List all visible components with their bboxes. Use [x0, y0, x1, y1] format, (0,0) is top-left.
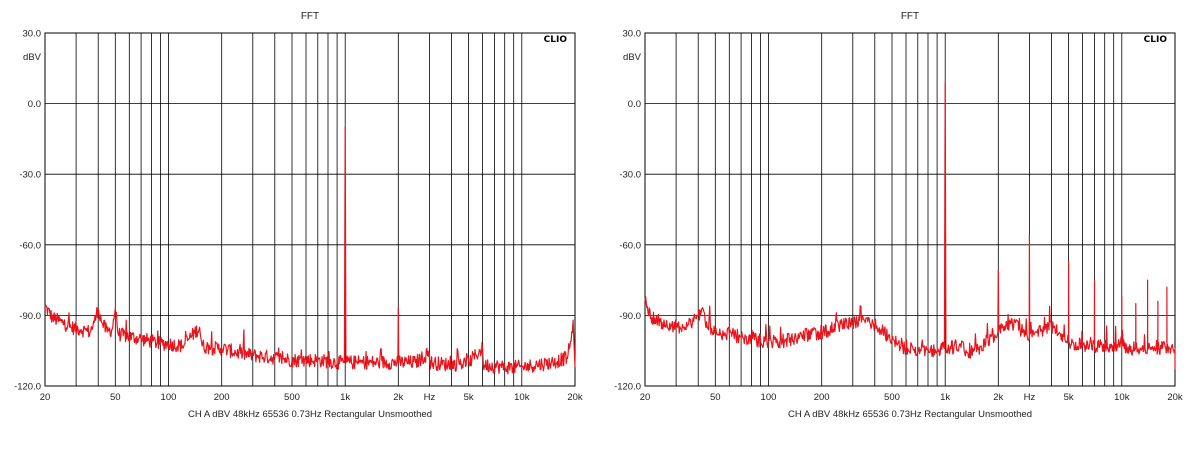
x-tick-label: 50	[710, 392, 721, 403]
fft-series-line	[44, 126, 576, 375]
brand-label: CLIO	[544, 35, 568, 45]
x-tick-label: 5k	[464, 392, 474, 403]
x-tick-label: 200	[214, 392, 230, 403]
fft-chart-right: FFT CLIO 30.0 0.0 -30.0 -60.0 -90.0 -120.0 dBV 20…	[600, 0, 1200, 450]
y-tick-label: 0.0	[28, 99, 41, 110]
y-tick-label: -120.0	[14, 382, 41, 393]
y-tick-label: -120.0	[614, 382, 641, 393]
x-tick-label: 500	[284, 392, 300, 403]
fft-chart-svg: FFT CLIO 30.0 0.0 -30.0 -60.0 -90.0 -120.0 dBV 20…	[14, 11, 583, 420]
y-tick-label: 0.0	[628, 99, 641, 110]
x-tick-label: 20k	[1167, 392, 1183, 403]
y-axis-label: dBV	[23, 52, 42, 63]
fft-series-line	[644, 81, 1176, 370]
x-tick-label: 20	[40, 392, 51, 403]
x-tick-label: 20	[640, 392, 651, 403]
measurement-footer: CH A dBV 48kHz 65536 0.73Hz Rectangular …	[788, 409, 1032, 420]
x-tick-label: 10k	[1114, 392, 1130, 403]
fft-chart-svg: FFT CLIO 30.0 0.0 -30.0 -60.0 -90.0 -120.0 dBV 20…	[614, 11, 1183, 420]
y-axis-label: dBV	[623, 52, 642, 63]
measurement-footer: CH A dBV 48kHz 65536 0.73Hz Rectangular …	[188, 409, 432, 420]
x-tick-label: 2k	[993, 392, 1003, 403]
x-tick-label: 100	[161, 392, 177, 403]
x-tick-label: 200	[814, 392, 830, 403]
x-tick-label: 10k	[514, 392, 530, 403]
plot-frame	[644, 32, 1176, 387]
x-tick-label: 5k	[1064, 392, 1074, 403]
chart-title: FFT	[301, 11, 319, 22]
plot-frame	[44, 32, 576, 387]
fft-chart-left: FFT CLIO 30.0 0.0 -30.0 -60.0 -90.0 -120.0 dBV 20…	[14, 11, 583, 420]
x-tick-label: Hz	[424, 392, 436, 403]
x-tick-label: 2k	[393, 392, 403, 403]
y-tick-label: -90.0	[619, 311, 641, 322]
x-tick-label: 100	[761, 392, 777, 403]
y-tick-label: 30.0	[623, 29, 642, 40]
y-tick-label: -90.0	[19, 311, 41, 322]
x-tick-label: 50	[110, 392, 121, 403]
x-tick-label: 1k	[340, 392, 350, 403]
x-tick-label: 1k	[940, 392, 950, 403]
y-tick-label: 30.0	[23, 29, 42, 40]
x-tick-label: 500	[884, 392, 900, 403]
x-tick-label: Hz	[1024, 392, 1036, 403]
y-tick-label: -60.0	[19, 240, 41, 251]
chart-title: FFT	[901, 11, 919, 22]
y-tick-label: -30.0	[19, 170, 41, 181]
brand-label: CLIO	[1144, 35, 1168, 45]
y-tick-label: -60.0	[619, 240, 641, 251]
x-tick-label: 20k	[567, 392, 583, 403]
y-tick-label: -30.0	[619, 170, 641, 181]
